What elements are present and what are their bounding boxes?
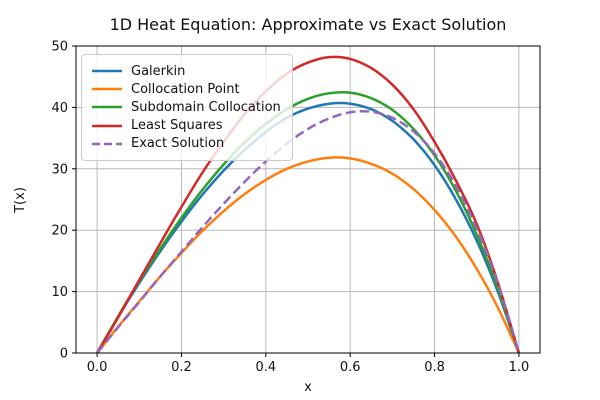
series-line-galerkin — [96, 101, 521, 354]
y-tick-label: 50 — [51, 40, 68, 55]
series-line-subdomain-collocation — [96, 90, 521, 354]
x-tick-label: 0.6 — [340, 360, 361, 375]
y-tick-label: 10 — [51, 285, 68, 300]
legend-label: Exact Solution — [131, 136, 225, 152]
series-line-exact-solution — [96, 109, 521, 354]
legend-label: Subdomain Collocation — [131, 99, 281, 115]
plot-border — [75, 45, 541, 354]
legend-swatch-exact-solution-icon — [92, 142, 122, 146]
legend-label: Least Squares — [131, 118, 223, 134]
legend-swatch-least-squares-icon — [92, 124, 122, 127]
x-tick-label: 1.0 — [509, 360, 530, 375]
x-tick-label: 0.4 — [255, 360, 276, 375]
chart-title: 1D Heat Equation: Approximate vs Exact S… — [110, 15, 507, 34]
y-tick-label: 0 — [60, 347, 68, 362]
legend-swatch-collocation-point-icon — [92, 88, 122, 91]
legend-box: Galerkin Collocation Point Subdomain Collo… — [81, 54, 293, 161]
series-lines — [96, 55, 521, 354]
legend-label: Galerkin — [131, 63, 186, 79]
x-tick-label: 0.2 — [171, 360, 192, 375]
legend-entry-galerkin: Galerkin — [92, 62, 282, 80]
series-line-collocation-point — [96, 156, 521, 354]
y-tick-label: 40 — [51, 101, 68, 116]
legend-swatch-subdomain-collocation-icon — [92, 106, 122, 109]
axis-ticks: 0.0 0.2 0.4 0.6 0.8 1.0 0 10 20 30 40 50 — [51, 40, 529, 376]
x-tick-label: 0.8 — [424, 360, 445, 375]
legend-entry-subdomain-collocation: Subdomain Collocation — [92, 98, 282, 116]
series-line-least-squares — [96, 55, 521, 354]
x-axis-title: x — [304, 380, 312, 395]
y-axis-title: T(x) — [13, 187, 28, 214]
x-tick-label: 0.0 — [87, 360, 108, 375]
legend-entry-exact-solution: Exact Solution — [92, 135, 282, 153]
legend-swatch-galerkin-icon — [92, 69, 122, 73]
legend-entry-collocation-point: Collocation Point — [92, 80, 282, 98]
legend-entry-least-squares: Least Squares — [92, 117, 282, 135]
y-tick-label: 30 — [51, 162, 68, 177]
legend-label: Collocation Point — [131, 81, 240, 97]
y-tick-label: 20 — [51, 224, 68, 239]
